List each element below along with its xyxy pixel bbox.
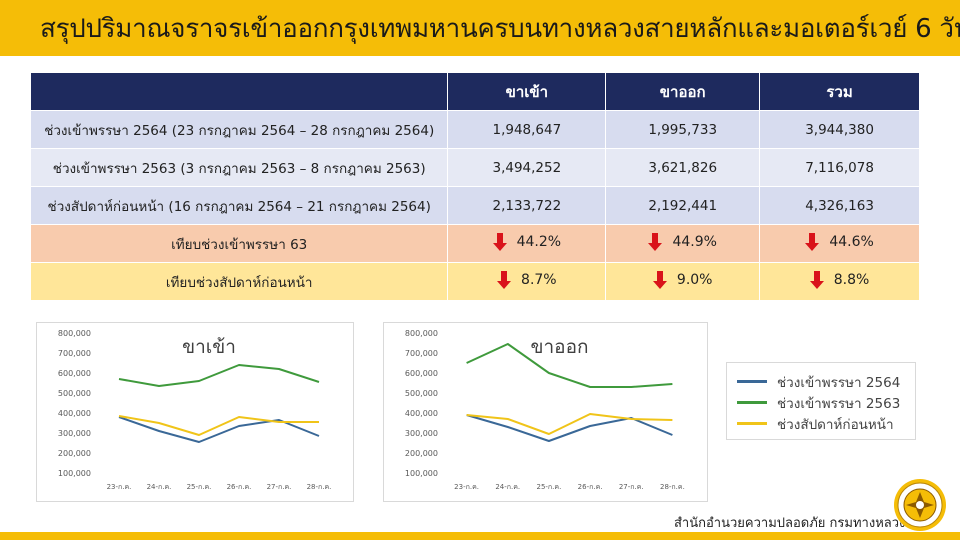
legend-swatch — [737, 401, 767, 404]
cell-out: 1,995,733 — [605, 110, 761, 149]
x-tick-label: 27-ก.ค. — [267, 483, 292, 491]
down-arrow-icon — [648, 232, 663, 251]
x-tick-label: 24-ก.ค. — [147, 483, 172, 491]
compare-label: เทียบช่วงสัปดาห์ก่อนหน้า — [29, 262, 449, 301]
x-tick-label: 28-ก.ค. — [660, 483, 685, 491]
compare-cell-total: 8.8% — [759, 262, 920, 301]
down-arrow-icon — [809, 270, 824, 289]
y-tick-label: 400,000 — [405, 409, 438, 418]
compare-value: 44.6% — [829, 233, 874, 250]
y-tick-label: 100,000 — [58, 469, 91, 478]
y-tick-label: 300,000 — [405, 429, 438, 438]
table-header-out: ขาออก — [605, 72, 761, 111]
y-tick-label: 300,000 — [58, 429, 91, 438]
compare-row: เทียบช่วงเข้าพรรษา 63 44.2% 44.9% 44.6% — [29, 224, 920, 263]
y-tick-label: 500,000 — [405, 389, 438, 398]
bottom-accent-bar — [0, 532, 960, 540]
x-tick-label: 23-ก.ค. — [454, 483, 479, 491]
table-header-row: ขาเข้า ขาออก รวม — [29, 72, 920, 111]
y-tick-label: 600,000 — [58, 369, 91, 378]
compare-cell-out: 44.9% — [605, 224, 761, 263]
page-title: สรุปปริมาณจราจรเข้าออกกรุงเทพมหานครบนทาง… — [40, 13, 960, 44]
x-tick-label: 26-ก.ค. — [578, 483, 603, 491]
table-header-in: ขาเข้า — [447, 72, 607, 111]
table-row: ช่วงสัปดาห์ก่อนหน้า (16 กรกฎาคม 2564 – 2… — [29, 186, 920, 225]
compare-value: 9.0% — [676, 271, 713, 288]
x-tick-label: 28-ก.ค. — [307, 483, 332, 491]
cell-out: 2,192,441 — [605, 186, 761, 225]
cell-out: 3,621,826 — [605, 148, 761, 187]
series-line-1 — [118, 364, 320, 387]
chart-inbound-svg: 800,000 700,000 600,000 500,000 400,000 300,0… — [58, 329, 332, 491]
down-arrow-icon — [805, 232, 820, 251]
compare-value: 44.9% — [672, 233, 717, 250]
compare-cell-total: 44.6% — [759, 224, 920, 263]
series-line-1 — [466, 343, 673, 388]
down-arrow-icon — [497, 270, 512, 289]
x-tick-label: 25-ก.ค. — [187, 483, 212, 491]
down-arrow-icon — [652, 270, 667, 289]
series-line-0 — [466, 414, 673, 442]
x-tick-label: 27-ก.ค. — [619, 483, 644, 491]
y-tick-label: 400,000 — [58, 409, 91, 418]
table-row: ช่วงเข้าพรรษา 2564 (23 กรกฎาคม 2564 – 28… — [29, 110, 920, 149]
compare-value: 44.2% — [516, 233, 562, 250]
y-tick-label: 500,000 — [58, 389, 91, 398]
y-tick-label: 700,000 — [58, 349, 91, 358]
compare-cell-in: 8.7% — [447, 262, 607, 301]
footer-credit: สำนักอำนวยความปลอดภัย กรมทางหลวง — [674, 516, 906, 531]
department-seal-logo — [894, 479, 946, 531]
y-tick-label: 800,000 — [405, 329, 438, 338]
row-label: ช่วงสัปดาห์ก่อนหน้า (16 กรกฎาคม 2564 – 2… — [29, 186, 449, 225]
y-tick-label: 800,000 — [58, 329, 91, 338]
legend-item: ช่วงเข้าพรรษา 2563 — [737, 392, 905, 413]
legend-swatch — [737, 380, 767, 383]
y-tick-label: 100,000 — [405, 469, 438, 478]
cell-total: 3,944,380 — [759, 110, 920, 149]
table-header-total: รวม — [759, 72, 920, 111]
chart-title: ขาออก — [531, 336, 589, 358]
compare-value: 8.8% — [833, 271, 870, 288]
table-row: ช่วงเข้าพรรษา 2563 (3 กรกฎาคม 2563 – 8 ก… — [29, 148, 920, 187]
down-arrow-icon — [492, 232, 507, 251]
cell-in: 3,494,252 — [447, 148, 607, 187]
chart-legend: ช่วงเข้าพรรษา 2564 ช่วงเข้าพรรษา 2563 ช่… — [726, 362, 916, 440]
chart-inbound: 800,000 700,000 600,000 500,000 400,000 300,0… — [36, 322, 354, 502]
row-label: ช่วงเข้าพรรษา 2563 (3 กรกฎาคม 2563 – 8 ก… — [29, 148, 449, 187]
compare-row: เทียบช่วงสัปดาห์ก่อนหน้า 8.7% 9.0% 8.8% — [29, 262, 920, 301]
chart-title: ขาเข้า — [182, 336, 236, 358]
compare-label: เทียบช่วงเข้าพรรษา 63 — [29, 224, 449, 263]
compare-value: 8.7% — [521, 271, 557, 288]
series-line-2 — [466, 413, 673, 435]
x-tick-label: 26-ก.ค. — [227, 483, 252, 491]
table-header-blank — [29, 72, 449, 111]
x-tick-label: 24-ก.ค. — [495, 483, 520, 491]
compare-cell-out: 9.0% — [605, 262, 761, 301]
summary-table: ขาเข้า ขาออก รวม ช่วงเข้าพรรษา 2564 (23 … — [29, 72, 920, 301]
title-bar: สรุปปริมาณจราจรเข้าออกกรุงเทพมหานครบนทาง… — [0, 0, 960, 56]
chart-outbound: 800,000 700,000 600,000 500,000 400,000 300,0… — [383, 322, 708, 502]
legend-label: ช่วงสัปดาห์ก่อนหน้า — [777, 416, 894, 433]
legend-label: ช่วงเข้าพรรษา 2564 — [777, 374, 901, 391]
y-tick-label: 200,000 — [58, 449, 91, 458]
y-tick-label: 200,000 — [405, 449, 438, 458]
cell-in: 2,133,722 — [447, 186, 607, 225]
cell-in: 1,948,647 — [447, 110, 607, 149]
cell-total: 4,326,163 — [759, 186, 920, 225]
x-tick-label: 25-ก.ค. — [537, 483, 562, 491]
x-tick-label: 23-ก.ค. — [107, 483, 132, 491]
y-tick-label: 700,000 — [405, 349, 438, 358]
y-tick-label: 600,000 — [405, 369, 438, 378]
compare-cell-in: 44.2% — [447, 224, 607, 263]
legend-item: ช่วงสัปดาห์ก่อนหน้า — [737, 413, 905, 434]
legend-label: ช่วงเข้าพรรษา 2563 — [777, 395, 901, 412]
legend-swatch — [737, 422, 767, 425]
cell-total: 7,116,078 — [759, 148, 920, 187]
chart-outbound-svg: 800,000 700,000 600,000 500,000 400,000 300,0… — [405, 329, 685, 491]
legend-item: ช่วงเข้าพรรษา 2564 — [737, 371, 905, 392]
series-line-2 — [118, 415, 319, 436]
row-label: ช่วงเข้าพรรษา 2564 (23 กรกฎาคม 2564 – 28… — [29, 110, 449, 149]
